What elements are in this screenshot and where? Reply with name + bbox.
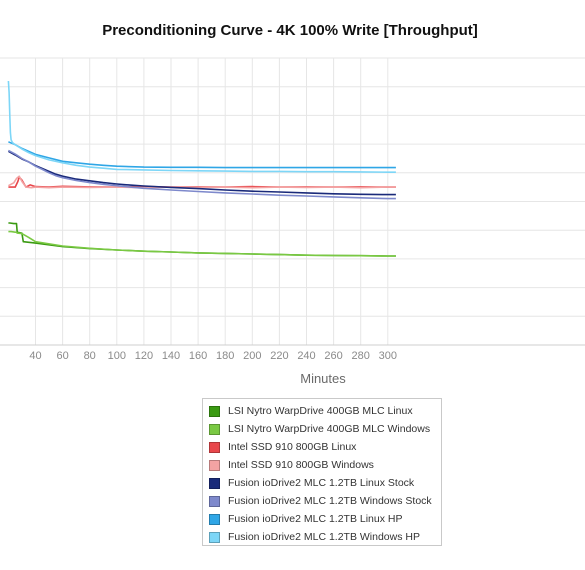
legend-swatch	[209, 495, 220, 507]
legend-label: LSI Nytro WarpDrive 400GB MLC Windows	[228, 423, 431, 435]
legend-swatch	[209, 459, 220, 471]
legend-swatch	[209, 477, 220, 489]
x-tick-label-300: 300	[379, 350, 397, 362]
x-tick-label-280: 280	[352, 350, 370, 362]
legend-label: Fusion ioDrive2 MLC 1.2TB Linux HP	[228, 513, 403, 525]
legend-label: Intel SSD 910 800GB Linux	[228, 441, 357, 453]
legend-item-5: Fusion ioDrive2 MLC 1.2TB Linux Stock	[203, 474, 441, 492]
x-tick-labels: 40 60 80 100 120 140 160 180 200 220 240 260 280 300	[29, 350, 397, 362]
x-tick-label-40: 40	[29, 350, 41, 362]
x-tick-label-220: 220	[270, 350, 288, 362]
chart-title: Preconditioning Curve - 4K 100% Write [T…	[102, 22, 478, 39]
legend-label: LSI Nytro WarpDrive 400GB MLC Linux	[228, 405, 413, 417]
legend-label: Fusion ioDrive2 MLC 1.2TB Windows HP	[228, 531, 420, 543]
series-line-4	[8, 175, 396, 189]
x-tick-label-180: 180	[216, 350, 234, 362]
legend-label: Intel SSD 910 800GB Windows	[228, 459, 374, 471]
series-line-8	[7, 80, 396, 173]
series-line-6	[8, 149, 396, 200]
x-tick-label-100: 100	[108, 350, 126, 362]
legend-item-7: Fusion ioDrive2 MLC 1.2TB Linux HP	[203, 510, 441, 528]
legend-item-2: LSI Nytro WarpDrive 400GB MLC Windows	[203, 420, 441, 438]
x-tick-label-140: 140	[162, 350, 180, 362]
x-tick-label-260: 260	[324, 350, 342, 362]
series-line-7	[8, 141, 396, 169]
legend-item-4: Intel SSD 910 800GB Windows	[203, 456, 441, 474]
series-line-2	[8, 230, 396, 257]
chart-legend: LSI Nytro WarpDrive 400GB MLC Linux LSI N…	[202, 398, 442, 546]
grid-lines	[0, 57, 585, 346]
legend-swatch	[209, 441, 220, 453]
x-tick-label-80: 80	[84, 350, 96, 362]
x-tick-label-60: 60	[56, 350, 68, 362]
legend-swatch	[209, 531, 220, 543]
legend-swatch	[209, 423, 220, 435]
legend-item-6: Fusion ioDrive2 MLC 1.2TB Windows Stock	[203, 492, 441, 510]
x-tick-label-160: 160	[189, 350, 207, 362]
legend-item-8: Fusion ioDrive2 MLC 1.2TB Windows HP	[203, 528, 441, 546]
legend-swatch	[209, 513, 220, 525]
x-axis-label: Minutes	[300, 371, 346, 386]
legend-swatch	[209, 405, 220, 417]
legend-label: Fusion ioDrive2 MLC 1.2TB Linux Stock	[228, 477, 415, 489]
series-lines	[7, 80, 396, 257]
x-tick-label-240: 240	[297, 350, 315, 362]
legend-item-3: Intel SSD 910 800GB Linux	[203, 438, 441, 456]
x-tick-label-120: 120	[135, 350, 153, 362]
legend-item-1: LSI Nytro WarpDrive 400GB MLC Linux	[203, 402, 441, 420]
legend-label: Fusion ioDrive2 MLC 1.2TB Windows Stock	[228, 495, 432, 507]
x-tick-label-200: 200	[243, 350, 261, 362]
